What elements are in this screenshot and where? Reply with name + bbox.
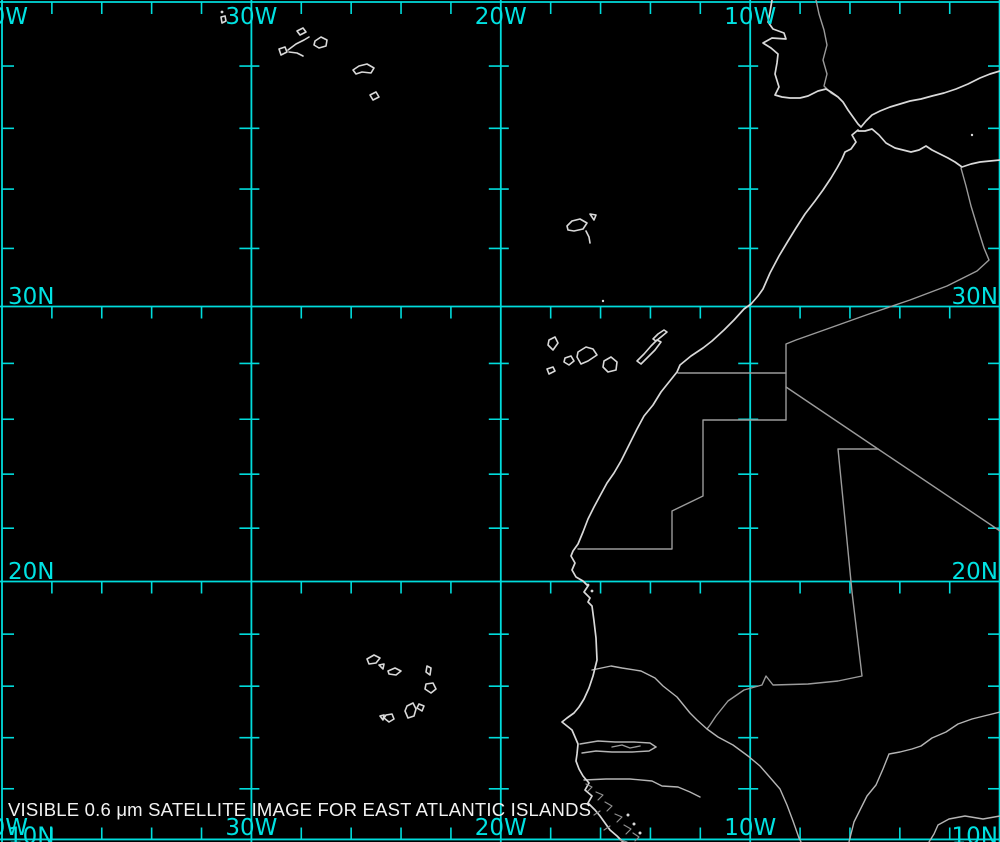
speckle-0 (585, 783, 593, 792)
island-porto-santo (589, 213, 597, 221)
grid-label-20W-bottom: 20W (475, 815, 527, 841)
island-bijagos-3 (638, 831, 642, 835)
island-arguin-bank-1 (586, 583, 590, 587)
island-azores-sao-miguel (352, 63, 375, 75)
border-senegal-mauritania (591, 665, 802, 842)
island-arguin-bank-2 (590, 589, 594, 593)
grid-labels: 40W 30W 20W 10W 40W 30W 20W 10W 30N 20N 10N 30N 20N 1… (0, 4, 998, 842)
island-azores-terceira (313, 36, 328, 49)
island-alboran (970, 133, 974, 137)
border-senegal-gbissau (583, 778, 701, 798)
grid-label-10N-right: 10N (952, 824, 998, 842)
speckle-5 (603, 825, 611, 831)
grid-label-40W-bottom: 40W (0, 815, 28, 841)
island-desertas (585, 230, 591, 244)
caption-block: VISIBLE 0.6 μm SATELLITE IMAGE FOR EAST … (8, 756, 591, 842)
island-el-hierro (546, 366, 556, 375)
island-azores-flores (220, 15, 227, 24)
grid-label-40W-top: 40W (0, 4, 28, 30)
island-cv-santo-antao (366, 654, 381, 665)
speckle-6 (623, 824, 632, 835)
grid-label-10N-left: 10N (8, 824, 54, 842)
island-cv-sao-nicolau (387, 667, 402, 676)
island-azores-corvo (220, 10, 224, 14)
border-wsahara-mauritania (577, 419, 787, 550)
coastline-morocco-to-guinea-coast (561, 129, 859, 842)
island-gran-canaria (602, 356, 618, 373)
island-azores-pico (288, 51, 304, 57)
coast-speckles (585, 783, 640, 842)
grid-label-10W-bottom: 10W (724, 815, 776, 841)
caption-title: VISIBLE 0.6 μm SATELLITE IMAGE FOR EAST … (8, 799, 592, 820)
islands (220, 10, 974, 835)
island-cv-sal (425, 665, 432, 676)
speckle-3 (593, 810, 601, 816)
border-gambia-north (579, 740, 657, 748)
grid-label-20N-left: 20N (8, 559, 54, 585)
border-algeria-mali-diagonal (785, 386, 1000, 532)
island-cv-brava (379, 714, 385, 721)
coastline-morocco-med-coast (857, 128, 1000, 168)
island-cv-fogo (383, 713, 395, 723)
grid-label-30W-top: 30W (225, 4, 277, 30)
border-portugal-spain (815, 0, 839, 98)
island-madeira (566, 218, 588, 232)
border-gambia-river (611, 744, 641, 749)
island-la-gomera (563, 355, 575, 366)
island-cv-sao-vicente (378, 663, 385, 670)
island-bijagos-2 (632, 822, 636, 826)
island-selvagens (601, 299, 605, 303)
island-azores-santa-maria (369, 91, 380, 101)
coastlines (561, 0, 1000, 842)
island-la-palma (547, 336, 559, 351)
speckle-7 (632, 832, 640, 842)
speckle-4 (614, 813, 623, 823)
grid-label-20W-top: 20W (475, 4, 527, 30)
grid-label-20N-right: 20N (952, 559, 998, 585)
island-cv-maio (416, 703, 425, 712)
island-cv-santiago (404, 702, 417, 719)
island-tenerife (576, 346, 598, 365)
island-fuerteventura (636, 339, 662, 365)
grid-label-30N-left: 30N (8, 284, 54, 310)
border-senegal-mali-east (848, 711, 1000, 842)
grid-label-30N-right: 30N (952, 284, 998, 310)
speckle-1 (595, 791, 604, 801)
island-lanzarote (652, 329, 668, 342)
island-cv-boa-vista (424, 682, 437, 694)
island-azores-faial (278, 46, 288, 56)
island-azores-graciosa (296, 27, 307, 36)
coastline-iberia-and-spain-med (762, 0, 1000, 128)
border-guinea-loop (928, 815, 1000, 842)
border-morocco-algeria (785, 167, 990, 421)
island-bijagos-1 (626, 813, 630, 817)
island-azores-sao-jorge (287, 36, 310, 51)
border-mauritania-mali (706, 448, 879, 730)
border-gambia-south (581, 746, 657, 754)
speckle-2 (604, 801, 613, 812)
grid-label-30W-bottom: 30W (225, 815, 277, 841)
grid-label-10W-top: 10W (724, 4, 776, 30)
